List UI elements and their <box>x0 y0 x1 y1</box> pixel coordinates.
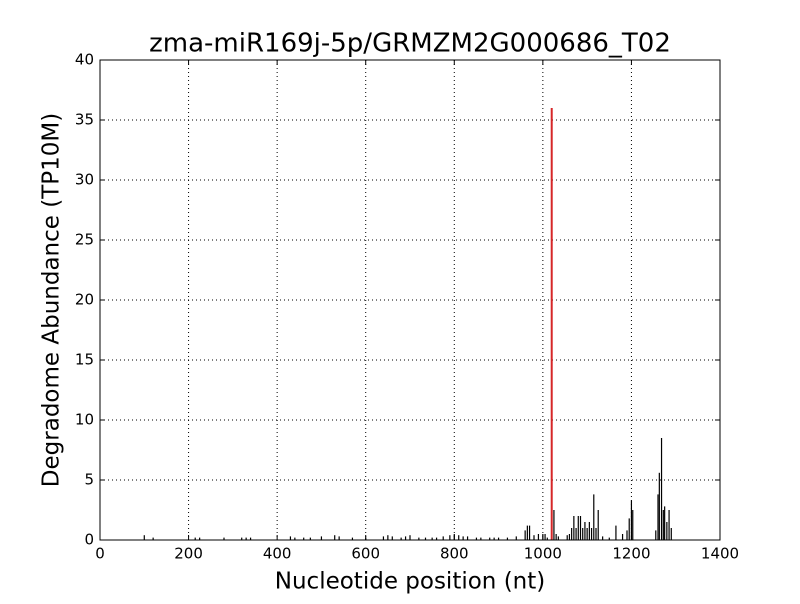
x-tick-label: 1000 <box>524 545 562 563</box>
x-tick-label: 800 <box>440 545 469 563</box>
x-axis-label: Nucleotide position (nt) <box>275 569 545 595</box>
y-tick-label: 20 <box>75 291 94 309</box>
y-tick-label: 25 <box>75 231 94 249</box>
y-tick-label: 40 <box>75 51 94 69</box>
y-tick-label: 0 <box>84 531 94 549</box>
y-tick-label: 30 <box>75 171 94 189</box>
x-tick-label: 200 <box>174 545 203 563</box>
plot-frame <box>99 59 721 541</box>
x-tick-label: 1200 <box>612 545 650 563</box>
y-tick-label: 15 <box>75 351 94 369</box>
x-tick-label: 400 <box>263 545 292 563</box>
y-tick-label: 10 <box>75 411 94 429</box>
y-tick-label: 35 <box>75 111 94 129</box>
x-tick-label: 0 <box>95 545 105 563</box>
x-tick-label: 1400 <box>701 545 739 563</box>
x-tick-label: 600 <box>351 545 380 563</box>
chart-title: zma-miR169j-5p/GRMZM2G000686_T02 <box>149 29 671 59</box>
y-tick-label: 5 <box>84 471 94 489</box>
y-axis-label: Degradome Abundance (TP10M) <box>39 113 65 487</box>
